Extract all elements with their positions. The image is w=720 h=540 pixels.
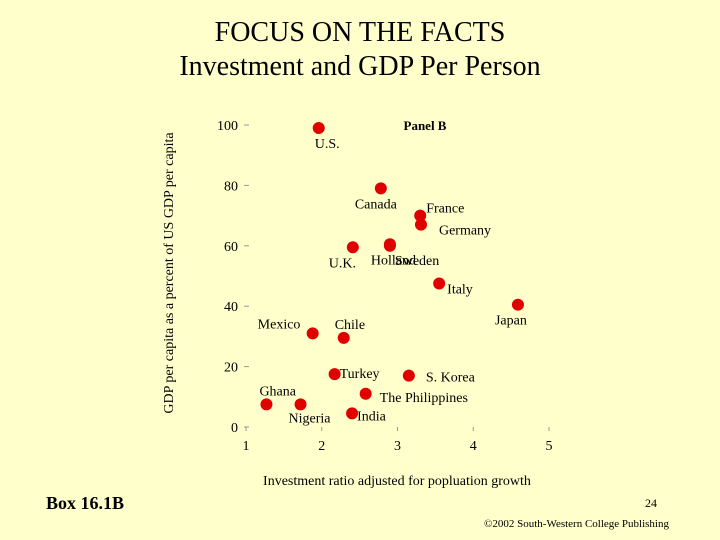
- title-line-1: FOCUS ON THE FACTS: [214, 17, 506, 48]
- data-point: [312, 122, 325, 135]
- y-tick-label: 80: [224, 179, 238, 194]
- point-label: U.K.: [329, 256, 356, 271]
- point-label: Italy: [447, 283, 473, 298]
- page-number: 24: [645, 496, 657, 510]
- point-label: Sweden: [395, 254, 439, 269]
- y-axis-label: GDP per capita as a percent of US GDP pe…: [162, 132, 177, 414]
- point-label: Nigeria: [289, 411, 332, 426]
- copyright-notice: ©2002 South-Western College Publishing: [484, 518, 669, 530]
- axis-ticks: 0 20 40 60 80 100 1 2 3 4 5: [217, 119, 553, 454]
- x-tick-label: 5: [546, 439, 553, 454]
- data-point: [414, 209, 427, 222]
- x-tick-label: 3: [394, 439, 401, 454]
- point-label: U.S.: [315, 137, 340, 152]
- data-point: [511, 298, 524, 311]
- y-tick-label: 20: [224, 361, 238, 376]
- point-label: Mexico: [258, 317, 301, 332]
- point-label: India: [357, 409, 387, 424]
- y-tick-label: 60: [224, 240, 238, 255]
- point-label: Ghana: [259, 384, 296, 399]
- data-point: [294, 398, 307, 411]
- y-tick-label: 0: [231, 421, 238, 436]
- data-point: [414, 218, 427, 231]
- data-point: [383, 238, 396, 251]
- point-label: S. Korea: [426, 371, 476, 386]
- x-tick-label: 1: [243, 439, 250, 454]
- panel-label: Panel B: [404, 118, 447, 133]
- point-label: Japan: [495, 314, 527, 329]
- data-point: [433, 277, 446, 290]
- point-label: The Philippines: [380, 391, 468, 406]
- x-tick-label: 4: [470, 439, 477, 454]
- point-label: Chile: [335, 318, 365, 333]
- y-tick-label: 40: [224, 300, 238, 315]
- point-label: Holland: [371, 253, 416, 268]
- data-point: [346, 241, 359, 254]
- x-tick-label: 2: [318, 439, 325, 454]
- data-point: [328, 368, 341, 381]
- point-label: Germany: [439, 224, 491, 239]
- data-point: [337, 331, 350, 344]
- point-label: France: [426, 202, 464, 217]
- data-point: [346, 407, 359, 420]
- y-tick-label: 100: [217, 119, 238, 134]
- data-point: [260, 398, 273, 411]
- chart-points: [260, 122, 524, 420]
- point-label: Canada: [355, 197, 398, 212]
- data-point: [306, 327, 319, 340]
- data-point: [402, 369, 415, 382]
- box-label: Box 16.1B: [46, 493, 125, 513]
- slide-title: FOCUS ON THE FACTS Investment and GDP Pe…: [0, 16, 720, 84]
- title-line-2: Investment and GDP Per Person: [179, 51, 541, 82]
- data-point: [359, 387, 372, 400]
- point-label: Turkey: [340, 367, 380, 382]
- x-axis-label: Investment ratio adjusted for popluation…: [263, 474, 531, 489]
- data-point: [374, 182, 387, 195]
